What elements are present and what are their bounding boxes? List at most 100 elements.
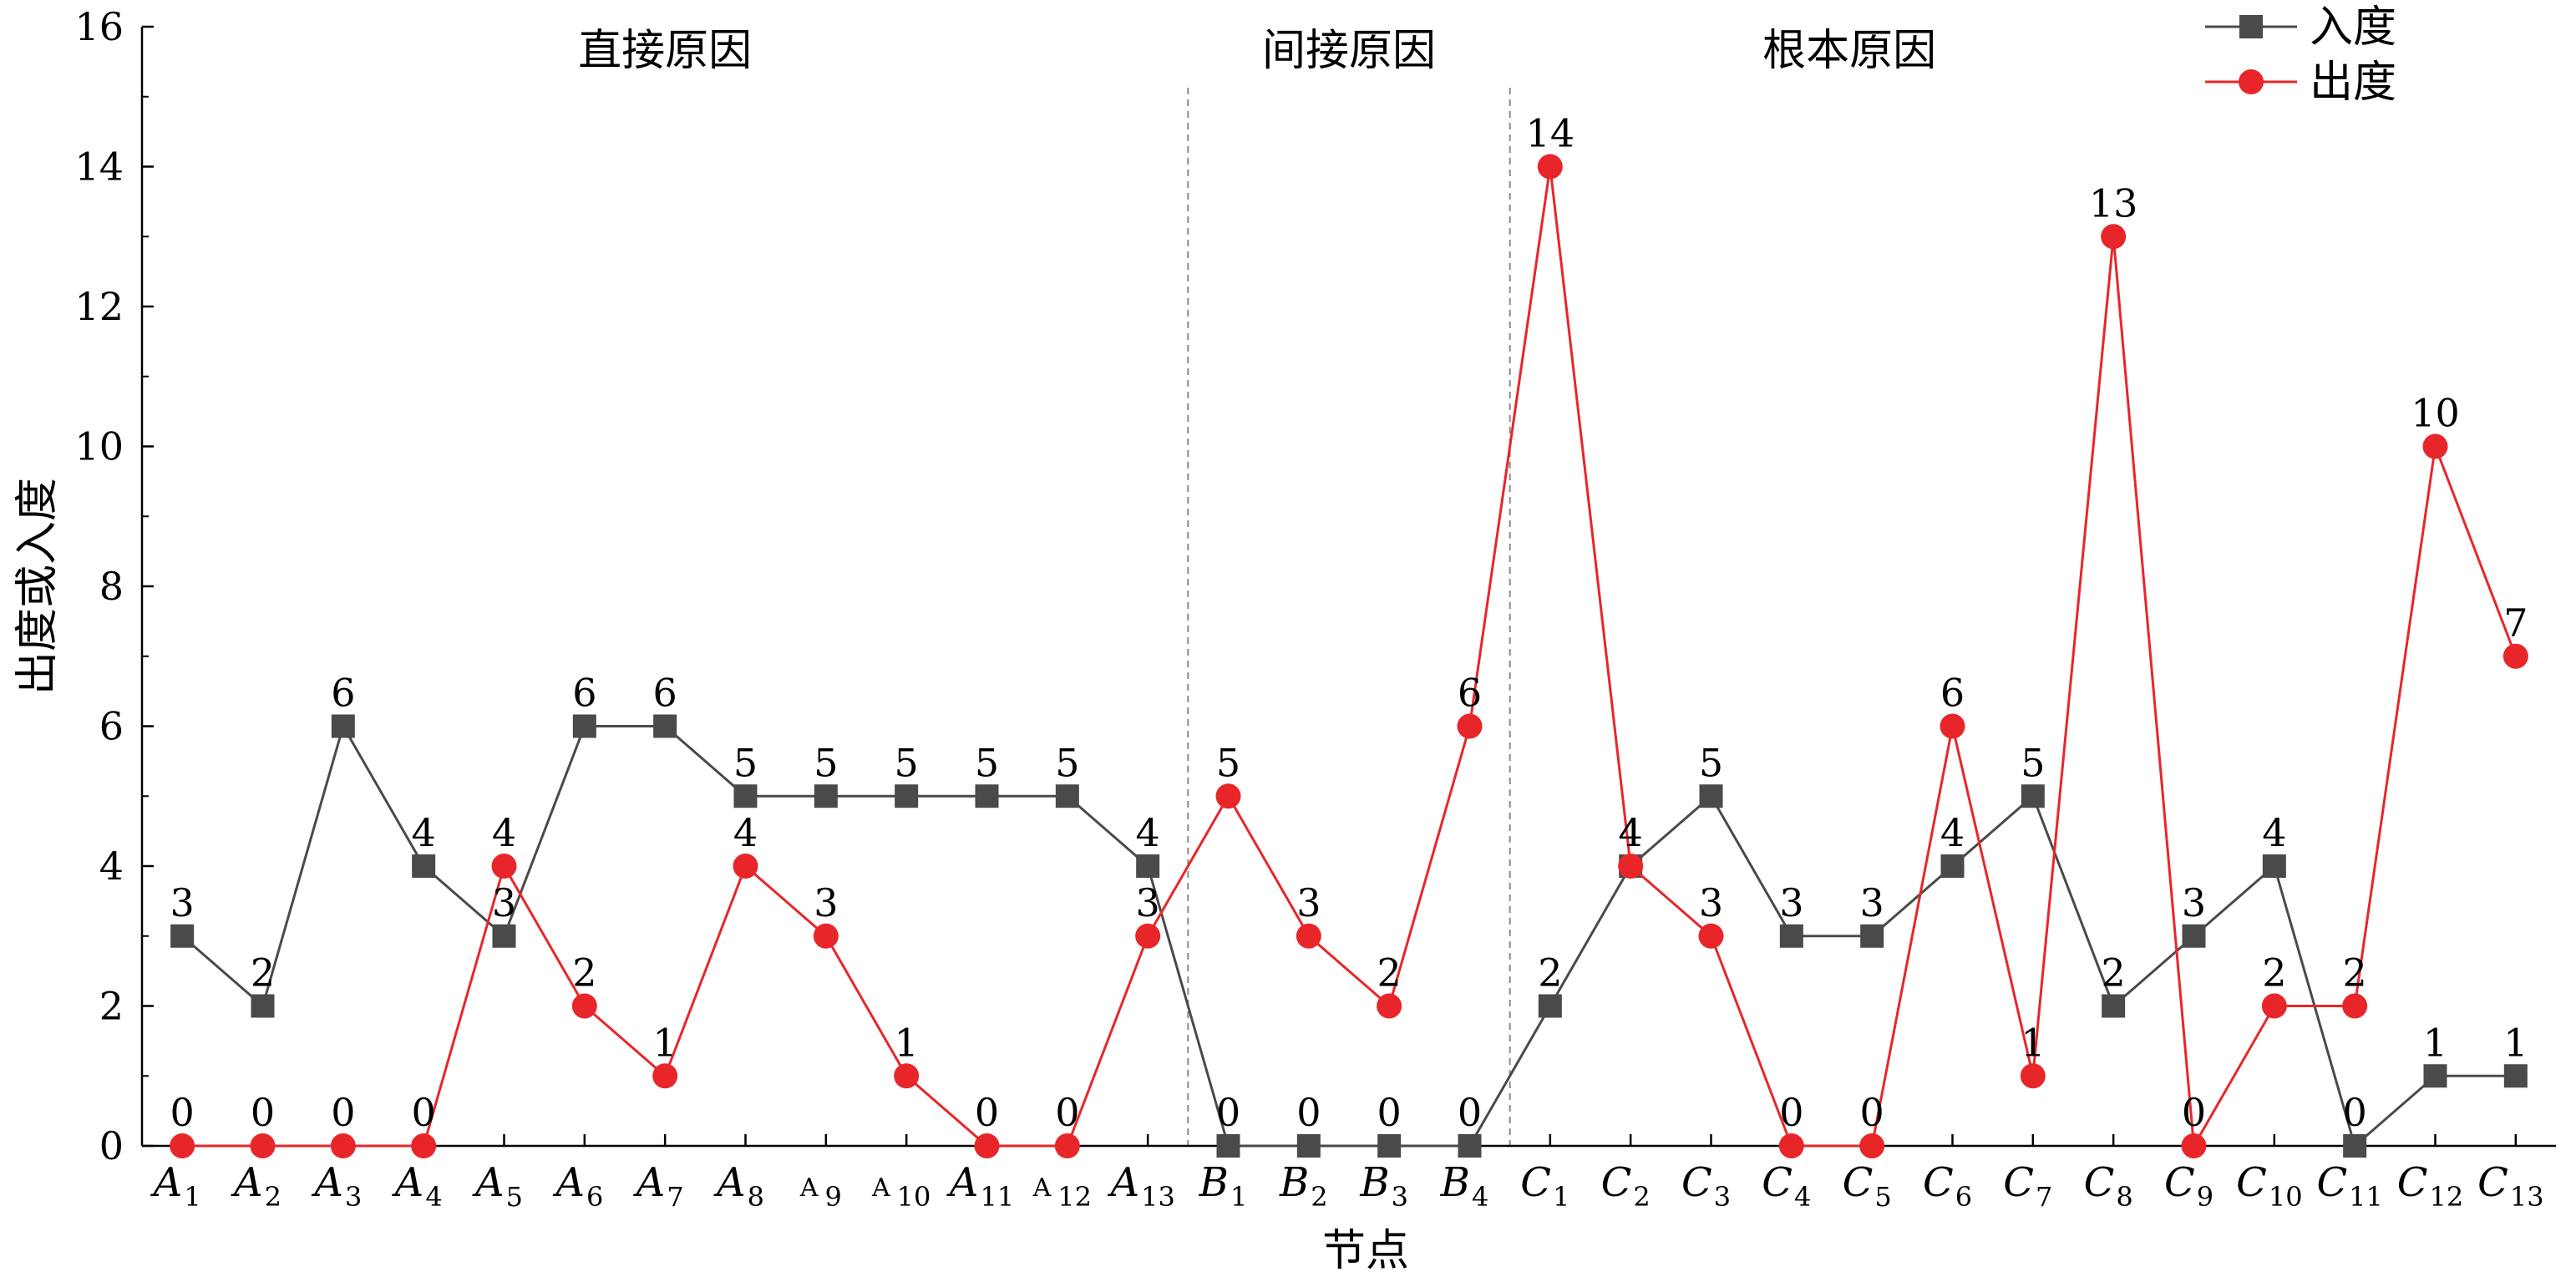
x-tick-label: A13 (1107, 1159, 1174, 1213)
out-degree-label: 1 (2021, 1020, 2045, 1065)
in-degree-label: 2 (1538, 950, 1562, 996)
in-degree-point (1055, 784, 1079, 808)
x-tick-label: B4 (1440, 1159, 1489, 1213)
out-degree-point (2181, 1133, 2207, 1158)
in-degree-label: 0 (1216, 1090, 1240, 1135)
in-degree-label: 5 (733, 740, 758, 785)
out-degree-label: 14 (1526, 111, 1575, 156)
x-tick-label: A 10 (871, 1173, 931, 1213)
series-line-in-degree (181, 722, 2516, 1148)
in-degree-point (975, 784, 999, 808)
x-tick-label: A1 (150, 1159, 201, 1213)
in-degree-point (814, 784, 838, 808)
x-tick-label: A5 (472, 1159, 523, 1213)
y-tick-label: 6 (99, 704, 124, 749)
out-degree-label: 3 (814, 880, 838, 925)
in-degree-point (492, 924, 516, 948)
in-degree-point (2423, 1064, 2447, 1088)
x-tick-label: C6 (1923, 1159, 1972, 1213)
in-degree-label: 0 (1377, 1090, 1402, 1135)
in-degree-point (1779, 924, 1803, 948)
in-degree-point (1699, 784, 1723, 808)
out-degree-point (652, 1063, 678, 1089)
out-degree-point (2020, 1063, 2046, 1089)
x-axis-title: 节点 (1322, 1226, 1409, 1276)
x-tick-label: C7 (2003, 1159, 2052, 1213)
in-degree-point (2021, 784, 2045, 808)
out-degree-label: 6 (1940, 671, 1965, 716)
x-tick-label: C13 (2477, 1159, 2543, 1213)
out-degree-label: 5 (1216, 740, 1240, 785)
in-degree-point (331, 714, 355, 738)
out-degree-point (2261, 993, 2287, 1019)
x-tick-label: A 12 (1032, 1173, 1092, 1213)
x-tick-label: C3 (1681, 1159, 1731, 1213)
legend-marker (2239, 69, 2264, 94)
out-degree-point (1618, 854, 1644, 879)
x-tick-label: A3 (311, 1159, 362, 1213)
out-degree-label: 3 (1296, 880, 1321, 925)
legend-label: 入度 (2310, 3, 2396, 53)
y-tick-label: 10 (74, 424, 124, 469)
in-degree-label: 1 (2423, 1020, 2447, 1065)
x-tick-label: C2 (1601, 1159, 1651, 1213)
group-label: 间接原因 (1262, 26, 1436, 76)
in-degree-label: 2 (2102, 950, 2126, 996)
out-degree-label: 10 (2411, 391, 2460, 436)
x-tick-label: C10 (2236, 1159, 2302, 1213)
in-degree-point (2343, 1134, 2367, 1158)
out-degree-label: 0 (975, 1090, 999, 1135)
group-labels: 直接原因 间接原因 根本原因 (578, 26, 1936, 76)
out-degree-point (2342, 993, 2368, 1019)
x-tick-label: A4 (392, 1159, 443, 1213)
in-degree-point (1377, 1134, 1402, 1158)
in-degree-point (1216, 1134, 1240, 1158)
in-degree-label: 1 (2503, 1020, 2528, 1065)
in-degree-label: 6 (572, 671, 596, 716)
x-tick-label: C5 (1843, 1159, 1892, 1213)
in-degree-point (1458, 1134, 1482, 1158)
y-axis-title: 出度或入度 (13, 478, 63, 695)
out-degree-label: 0 (1779, 1090, 1803, 1135)
in-degree-label: 5 (814, 740, 838, 785)
group-label: 根本原因 (1762, 26, 1936, 76)
x-tick-label: B2 (1279, 1159, 1328, 1213)
out-degree-label: 4 (492, 810, 516, 855)
in-degree-label: 5 (1699, 740, 1723, 785)
out-degree-point (1135, 923, 1161, 949)
x-tick-label: A6 (552, 1159, 603, 1213)
in-degree-point (572, 714, 596, 738)
in-degree-label: 3 (1860, 880, 1884, 925)
out-degree-label: 0 (331, 1090, 355, 1135)
in-degree-label: 3 (492, 880, 516, 925)
out-degree-point (571, 993, 597, 1019)
x-tick-label: C8 (2084, 1159, 2133, 1213)
y-tick-label: 12 (74, 284, 124, 329)
out-degree-point (2502, 643, 2528, 669)
out-degree-label: 3 (1699, 880, 1723, 925)
x-tick-label: C1 (1520, 1159, 1569, 1213)
out-degree-label: 2 (1377, 950, 1402, 996)
in-degree-point (1940, 854, 1965, 878)
in-degree-label: 0 (1458, 1090, 1482, 1135)
x-tick-label: A8 (713, 1159, 764, 1213)
out-degree-point (1457, 713, 1483, 739)
x-tick-label: C4 (1762, 1159, 1811, 1213)
in-degree-label: 6 (653, 671, 677, 716)
in-degree-point (251, 994, 275, 1018)
out-degree-label: 0 (251, 1090, 275, 1135)
x-tick-label: A7 (633, 1159, 684, 1213)
series-lines (170, 154, 2528, 1158)
out-degree-point (1537, 154, 1563, 180)
in-degree-point (1860, 924, 1884, 948)
in-degree-label: 3 (170, 880, 195, 925)
x-tick-label: B1 (1199, 1159, 1248, 1213)
in-degree-point (653, 714, 677, 738)
out-degree-point (1778, 1133, 1804, 1158)
in-degree-point (2102, 994, 2126, 1018)
x-tick-label: C12 (2397, 1159, 2463, 1213)
out-degree-point (2101, 224, 2127, 250)
